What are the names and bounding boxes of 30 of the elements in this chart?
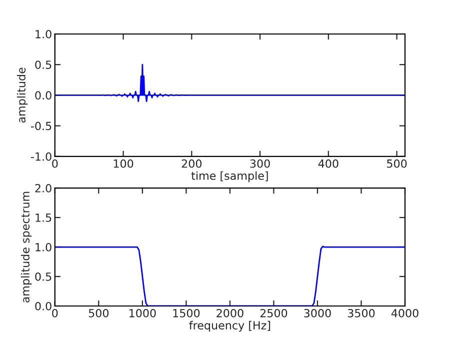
x-tick-label: 500 — [88, 308, 109, 318]
y-tick-label: 0.0 — [35, 91, 52, 100]
x-tick-label: 4000 — [391, 308, 418, 318]
x-tick-label: 200 — [182, 159, 202, 168]
y-tick-label: 0.5 — [35, 60, 52, 69]
y-axis-title: amplitude — [16, 68, 28, 123]
x-axis-title: time [sample] — [191, 171, 268, 182]
y-tick-label: 1.0 — [36, 242, 52, 252]
y-tick-label: 2.0 — [35, 184, 52, 192]
x-tick-label: 2000 — [216, 308, 244, 318]
line-series — [54, 64, 405, 102]
y-tick-label: 1.0 — [36, 30, 52, 38]
x-tick-label: 500 — [387, 159, 407, 168]
y-tick-label: 0.0 — [35, 302, 52, 310]
x-tick-label: 3000 — [304, 308, 331, 318]
x-tick-label: 1000 — [130, 308, 156, 318]
x-tick-label: 300 — [250, 159, 270, 168]
x-tick-label: 0 — [52, 308, 58, 318]
y-axis-title: amplitude spectrum — [20, 192, 32, 302]
x-tick-label: 0 — [52, 159, 58, 168]
x-tick-label: 1500 — [173, 308, 200, 318]
x-tick-label: 400 — [318, 159, 338, 168]
x-tick-label: 100 — [114, 159, 134, 168]
x-axis-title: frequency [Hz] — [189, 320, 270, 332]
y-tick-label: 1.5 — [36, 214, 52, 222]
x-tick-label: 2500 — [260, 308, 288, 318]
y-tick-label: -1.0 — [30, 152, 52, 161]
y-tick-label: -0.5 — [30, 122, 52, 130]
x-tick-label: 3500 — [348, 308, 375, 318]
y-tick-label: 0.5 — [35, 272, 52, 281]
